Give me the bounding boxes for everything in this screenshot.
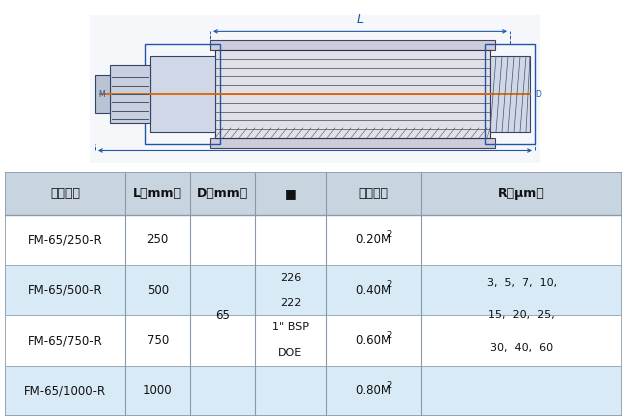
Text: D（mm）: D（mm） [197, 187, 248, 200]
Text: ■: ■ [285, 187, 296, 200]
Text: D: D [535, 89, 541, 99]
Bar [5, 366, 622, 416]
Text: 1" BSP: 1" BSP [272, 322, 309, 332]
Text: 0.80M: 0.80M [356, 384, 392, 397]
Bar [5, 265, 622, 316]
Bar [215, 50, 490, 138]
Text: 65: 65 [215, 309, 230, 322]
Bar [150, 56, 215, 132]
Text: 226: 226 [280, 273, 301, 283]
Text: 0.20M: 0.20M [356, 234, 392, 247]
Bar [110, 65, 150, 123]
Text: 2: 2 [386, 230, 392, 239]
Text: 250: 250 [147, 234, 169, 247]
Text: L（mm）: L（mm） [133, 187, 182, 200]
Bar [95, 75, 110, 113]
Bar [5, 316, 622, 366]
Bar [210, 40, 495, 50]
Bar [210, 138, 495, 148]
Bar [5, 215, 622, 265]
Text: FM-65/250-R: FM-65/250-R [28, 234, 103, 247]
Text: 0.40M: 0.40M [356, 284, 392, 297]
Text: 2: 2 [386, 381, 392, 390]
Text: 0.60M: 0.60M [356, 334, 392, 347]
Bar [145, 44, 220, 144]
Text: 1000: 1000 [143, 384, 172, 397]
Text: L: L [357, 13, 364, 26]
Text: 750: 750 [147, 334, 169, 347]
Text: 500: 500 [147, 284, 169, 297]
Text: 过滤面积: 过滤面积 [359, 187, 389, 200]
Text: 2: 2 [386, 280, 392, 289]
Text: FM-65/1000-R: FM-65/1000-R [24, 384, 106, 397]
Text: 222: 222 [280, 298, 301, 308]
Text: 规格型号: 规格型号 [50, 187, 80, 200]
Text: 30,  40,  60: 30, 40, 60 [490, 343, 553, 352]
Text: M: M [98, 89, 105, 99]
Bar [490, 56, 530, 132]
Text: 2: 2 [386, 331, 392, 340]
Text: FM-65/500-R: FM-65/500-R [28, 284, 102, 297]
Text: 15,  20,  25,: 15, 20, 25, [488, 311, 555, 320]
Text: FM-65/750-R: FM-65/750-R [28, 334, 103, 347]
Text: R（μm）: R（μm） [498, 187, 545, 200]
Text: 3,  5,  7,  10,: 3, 5, 7, 10, [487, 278, 557, 288]
Text: DOE: DOE [278, 348, 302, 357]
Bar [485, 44, 535, 144]
Bar [5, 172, 622, 215]
Bar [90, 15, 540, 163]
